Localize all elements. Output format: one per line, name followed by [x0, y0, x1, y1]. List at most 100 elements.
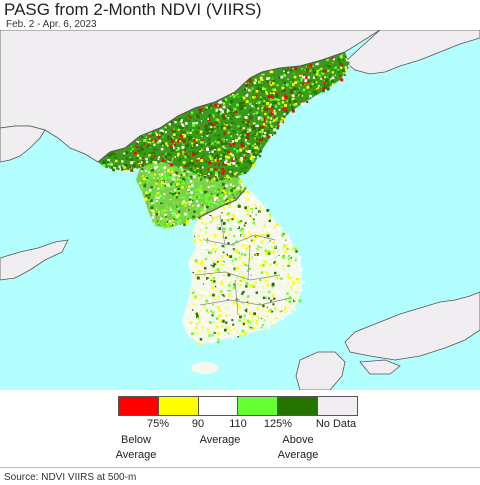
ndvi-pixel: [211, 160, 213, 162]
ndvi-pixel: [157, 211, 160, 214]
ndvi-pixel: [256, 102, 258, 104]
ndvi-pixel: [284, 311, 287, 314]
ndvi-pixel: [198, 116, 200, 119]
ndvi-pixel: [211, 205, 214, 208]
ndvi-pixel: [233, 197, 236, 199]
ndvi-pixel: [232, 158, 235, 161]
ndvi-pixel: [206, 286, 209, 289]
ndvi-pixel: [256, 156, 259, 158]
ndvi-pixel: [225, 254, 228, 257]
ndvi-pixel: [157, 192, 160, 195]
ndvi-pixel: [234, 192, 237, 194]
ndvi-pixel: [255, 90, 259, 93]
ndvi-pixel: [253, 218, 255, 221]
ndvi-pixel: [221, 294, 225, 297]
ndvi-pixel: [196, 170, 199, 174]
ndvi-pixel: [242, 160, 245, 163]
ndvi-pixel: [347, 65, 350, 67]
ndvi-pixel: [279, 310, 282, 313]
ndvi-pixel: [165, 220, 167, 223]
ndvi-pixel: [261, 116, 263, 118]
ndvi-pixel: [150, 132, 152, 134]
ndvi-pixel: [275, 96, 278, 100]
ndvi-pixel: [211, 286, 215, 290]
ndvi-pixel: [275, 92, 277, 95]
ndvi-pixel: [269, 294, 271, 297]
ndvi-pixel: [159, 183, 162, 186]
ndvi-pixel: [312, 76, 316, 79]
ndvi-pixel: [327, 83, 330, 86]
ndvi-pixel: [158, 156, 160, 158]
ndvi-pixel: [264, 139, 267, 141]
ndvi-pixel: [179, 205, 181, 207]
ndvi-pixel: [178, 175, 180, 177]
ndvi-pixel: [178, 183, 181, 185]
ndvi-pixel: [159, 221, 161, 223]
ndvi-pixel: [217, 222, 220, 224]
ndvi-pixel: [299, 94, 302, 98]
ndvi-pixel: [151, 139, 153, 141]
ndvi-pixel: [256, 98, 259, 100]
ndvi-pixel: [293, 75, 297, 79]
ndvi-pixel: [254, 254, 256, 256]
ndvi-pixel: [238, 254, 240, 257]
ndvi-pixel: [239, 104, 242, 108]
ndvi-pixel: [307, 84, 309, 86]
ndvi-pixel: [194, 189, 197, 192]
ndvi-pixel: [287, 71, 290, 74]
ndvi-pixel: [198, 139, 200, 141]
ndvi-pixel: [216, 268, 219, 271]
legend-swatch-white: [198, 397, 239, 415]
ndvi-pixel: [321, 71, 325, 75]
ndvi-pixel: [281, 91, 283, 93]
ndvi-pixel: [280, 106, 283, 108]
ndvi-pixel: [239, 283, 242, 286]
ndvi-pixel: [192, 151, 195, 155]
ndvi-pixel: [263, 118, 267, 122]
ndvi-pixel: [201, 134, 205, 137]
ndvi-pixel: [316, 63, 319, 66]
ndvi-pixel: [199, 327, 202, 330]
ndvi-pixel: [273, 226, 276, 229]
ndvi-pixel: [193, 168, 195, 170]
ndvi-pixel: [195, 144, 198, 147]
ndvi-pixel: [205, 299, 209, 303]
ndvi-pixel: [137, 149, 140, 152]
ndvi-pixel: [280, 109, 283, 112]
ndvi-pixel: [189, 180, 193, 183]
ndvi-pixel: [195, 318, 199, 322]
ndvi-pixel: [125, 164, 129, 167]
ndvi-pixel: [187, 164, 190, 167]
ndvi-pixel: [233, 267, 236, 270]
ndvi-pixel: [249, 215, 252, 217]
ndvi-pixel: [207, 186, 210, 189]
ndvi-pixel: [203, 247, 206, 250]
ndvi-pixel: [315, 81, 318, 84]
ndvi-pixel: [221, 125, 224, 129]
ndvi-pixel: [222, 236, 224, 238]
ndvi-pixel: [239, 158, 242, 162]
ndvi-pixel: [214, 181, 216, 183]
ndvi-pixel: [151, 194, 153, 196]
ndvi-pixel: [255, 142, 259, 145]
ndvi-pixel: [151, 140, 155, 143]
ndvi-pixel: [145, 175, 148, 179]
ndvi-pixel: [246, 269, 249, 272]
ndvi-pixel: [289, 272, 293, 275]
ndvi-pixel: [160, 185, 163, 187]
ndvi-pixel: [215, 260, 219, 264]
map-area[interactable]: [0, 30, 480, 390]
ndvi-pixel: [233, 259, 235, 262]
ndvi-pixel: [240, 234, 243, 237]
ndvi-pixel: [305, 66, 307, 68]
ndvi-pixel: [198, 196, 201, 200]
ndvi-pixel: [142, 177, 145, 181]
ndvi-pixel: [246, 325, 248, 327]
ndvi-pixel: [263, 114, 265, 117]
ndvi-pixel: [177, 213, 180, 217]
ndvi-pixel: [240, 171, 243, 173]
ndvi-pixel: [200, 261, 203, 265]
ndvi-pixel: [291, 100, 293, 102]
ndvi-pixel: [219, 193, 222, 196]
ndvi-pixel: [207, 168, 210, 171]
